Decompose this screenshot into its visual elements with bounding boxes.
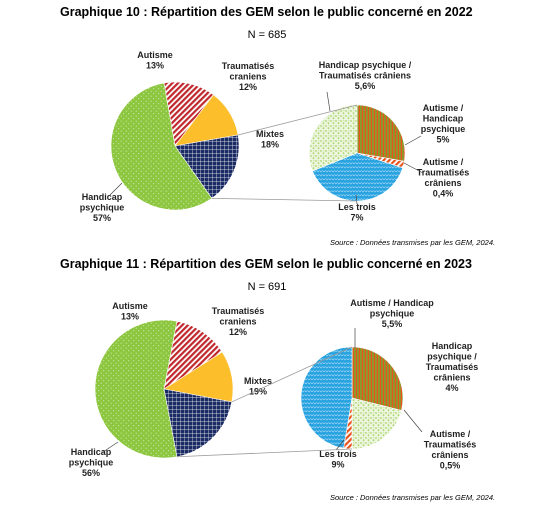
slice-label-les-trois: Les trois 7% (338, 202, 376, 223)
slice-label-handicap-psychique: Handicap psychique 57% (80, 192, 125, 223)
chart-panel-2023: Graphique 11 : Répartition des GEM selon… (0, 257, 534, 509)
pie-slice-autisme-handicap-psychique (351, 346, 404, 411)
pie-slice-les-trois (312, 152, 404, 202)
connector-line (231, 346, 353, 403)
pie-slice-autisme (163, 320, 223, 390)
slice-label-mixtes: Mixtes 18% (256, 129, 284, 150)
leader-line (109, 182, 123, 196)
pie-slice-mixtes (163, 388, 233, 458)
slice-label-autisme: Autisme 13% (112, 301, 148, 322)
pie-of-pie-chart-2022: Autisme 13% Traumatisés craniens 12% Mixtes 18… (80, 50, 470, 223)
pie-slice-handicap-psychique-traumatises-craniens (351, 397, 402, 450)
slice-label-mixtes: Mixtes 19% (244, 376, 272, 397)
slice-label-autisme-traumatises-craniens: Autisme / Traumatisés crâniens 0,4% (417, 157, 470, 199)
chart-panel-2022: Graphique 10 : Répartition des GEM selon… (0, 5, 534, 250)
pie-slice-autisme-handicap-psychique (356, 104, 406, 162)
slice-label-handicap-psychique-traumatises-craniens: Handicap psychique / Traumatisés crâniens 4% (426, 341, 479, 393)
chart-source: Source : Données transmises par les GEM,… (330, 493, 496, 502)
leader-line (404, 135, 422, 146)
pie-slice-handicap-psychique (94, 319, 178, 459)
leader-line (335, 439, 345, 451)
leader-line (355, 194, 358, 205)
slice-label-autisme: Autisme 13% (137, 50, 173, 71)
pie-slice-mixtes (174, 134, 240, 199)
chart-subtitle: N = 691 (247, 281, 287, 293)
slice-label-handicap-psychique: Handicap psychique 56% (69, 447, 114, 478)
detail-pie: Autisme / Handicap psychique 5,5% Handicap p… (300, 298, 479, 471)
pie-of-pie-chart-2023: Autisme 13% Traumatisés craniens 12% Mixtes 19… (69, 298, 479, 478)
pie-slice-handicap-psychique (110, 82, 213, 211)
pie-slice-les-trois (300, 346, 353, 449)
main-pie: Autisme 13% Traumatisés craniens 12% Mixtes 19… (69, 301, 272, 478)
connector-line (176, 448, 353, 458)
slice-label-handicap-psychique-traumatises-craniens: Handicap psychique / Traumatisés crâniens… (319, 60, 412, 91)
main-pie: Autisme 13% Traumatisés craniens 12% Mixtes 18… (80, 50, 284, 223)
leader-line (403, 409, 423, 433)
detail-pie: Autisme / Handicap psychique 5% Autisme / Tra… (308, 60, 470, 223)
slice-label-traumatises-craniens: Traumatisés craniens 12% (222, 61, 275, 92)
connector-line (211, 197, 358, 202)
chart-source: Source : Données transmises par les GEM,… (330, 238, 496, 247)
leader-line (403, 162, 424, 174)
slice-label-les-trois: Les trois 9% (319, 449, 357, 470)
chart-subtitle: N = 685 (247, 29, 287, 41)
slice-label-traumatises-craniens: Traumatisés craniens 12% (212, 306, 265, 337)
chart-title: Graphique 10 : Répartition des GEM selon… (60, 5, 473, 19)
slice-label-autisme-handicap-psychique: Autisme / Handicap psychique 5,5% (350, 298, 434, 329)
leader-line (102, 441, 119, 453)
slice-label-autisme-handicap-psychique: Autisme / Handicap psychique 5% (421, 103, 466, 145)
pie-slice-handicap-psychique-traumatises-craniens (308, 104, 358, 172)
chart-title: Graphique 11 : Répartition des GEM selon… (60, 257, 472, 271)
slice-label-autisme-traumatises-craniens: Autisme / Traumatisés crâniens 0,5% (424, 429, 477, 471)
connector-line (237, 104, 358, 136)
leader-line (326, 91, 331, 112)
